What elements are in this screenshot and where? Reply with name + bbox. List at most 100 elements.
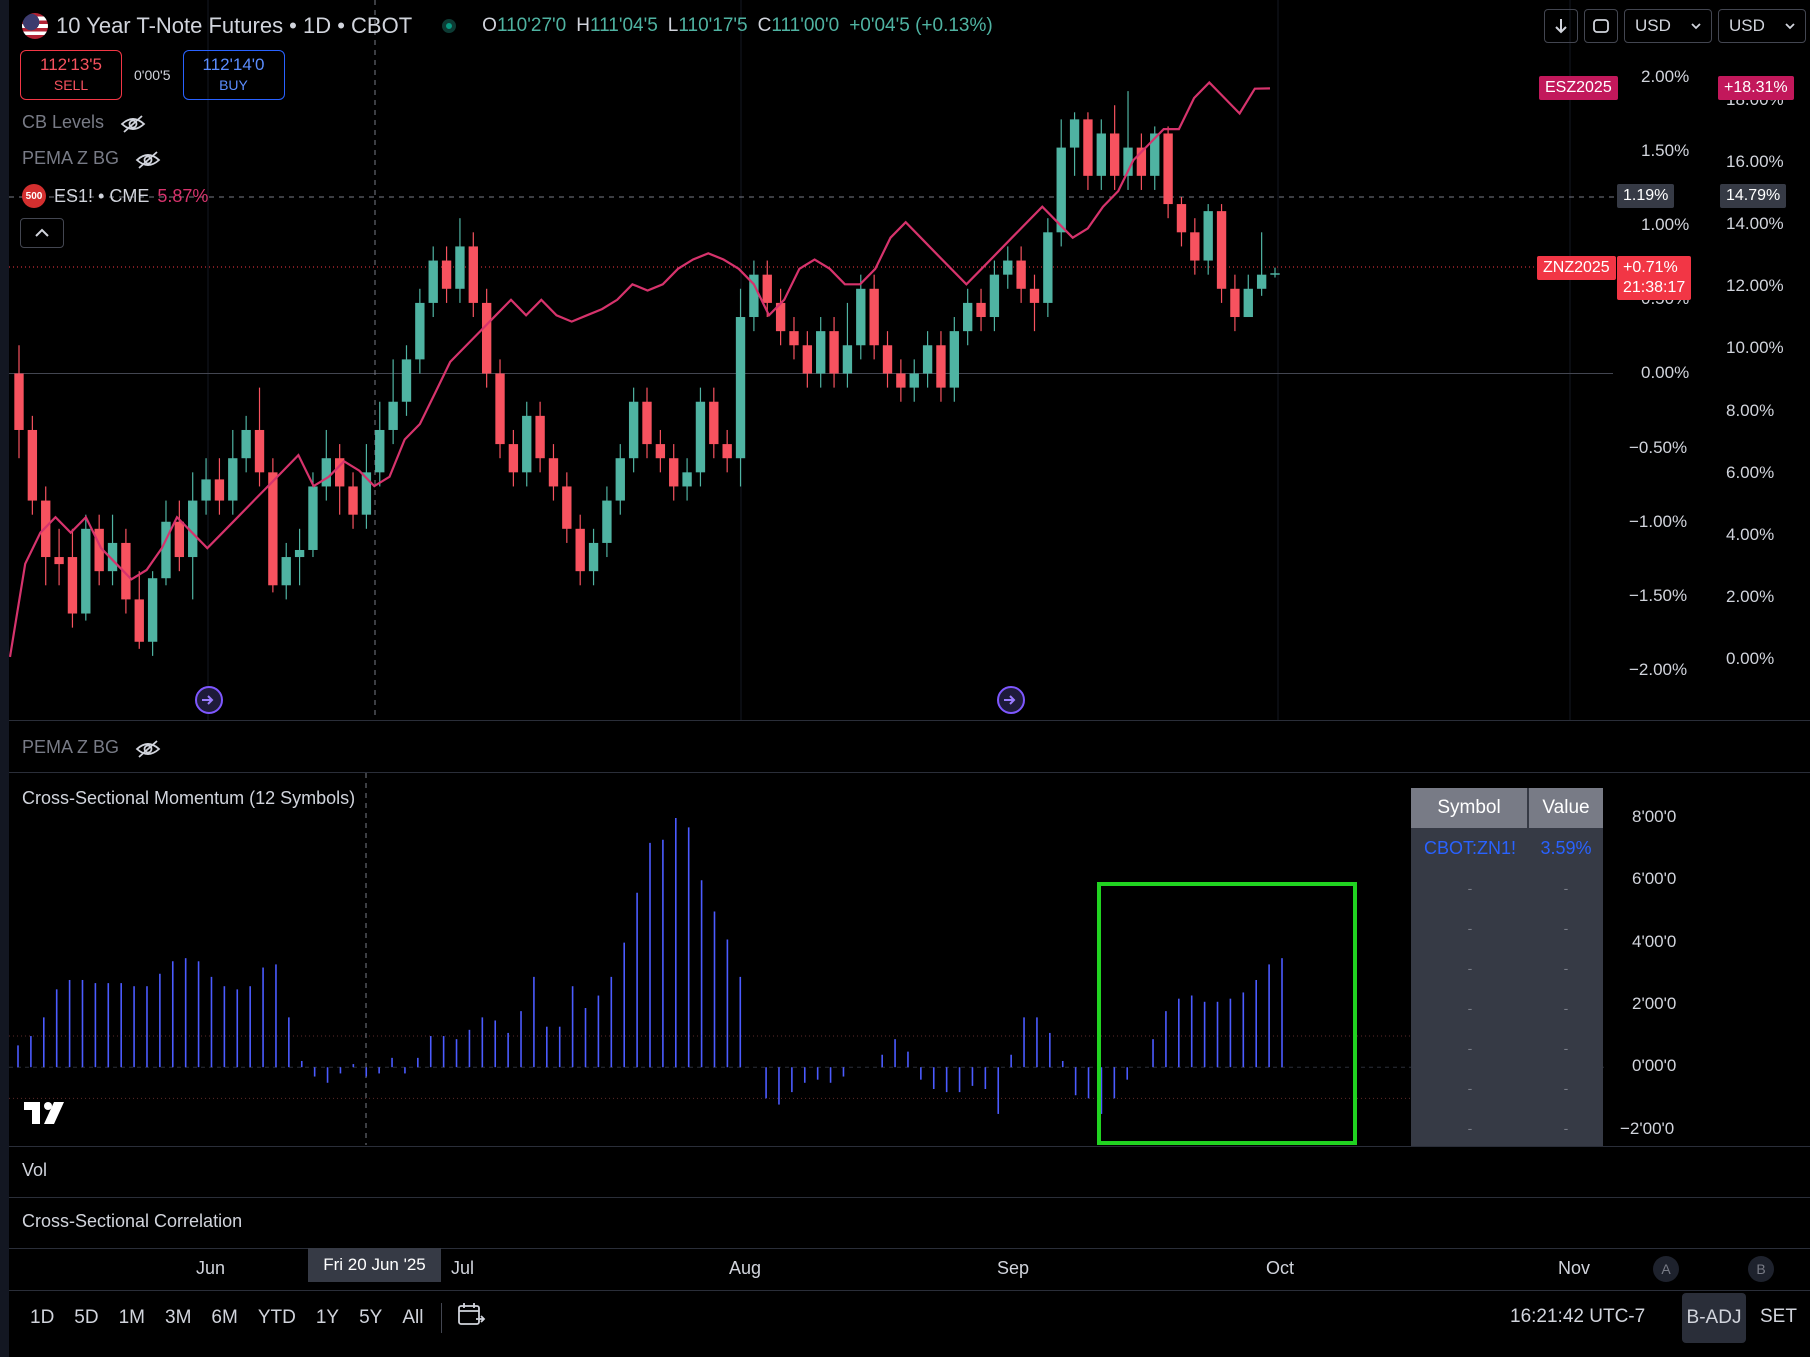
candle[interactable] <box>401 345 412 416</box>
legend-es1[interactable]: 500 ES1! • CME 5.87% <box>22 184 208 208</box>
candle[interactable] <box>14 345 24 459</box>
candle[interactable] <box>147 571 158 656</box>
candle[interactable] <box>1216 204 1227 303</box>
pema-pane-title[interactable]: PEMA Z BG <box>22 737 120 757</box>
candle[interactable] <box>775 288 786 346</box>
es1-symbol[interactable]: ES1! • CME <box>54 185 150 206</box>
candle[interactable] <box>1163 126 1173 219</box>
candle[interactable] <box>1190 218 1200 275</box>
pema-pane-legend[interactable]: PEMA Z BG <box>22 737 161 758</box>
candle[interactable] <box>161 500 171 586</box>
candle[interactable] <box>588 528 599 586</box>
candle[interactable] <box>802 331 813 388</box>
candle[interactable] <box>989 260 1000 332</box>
pane-separator[interactable] <box>9 1197 1810 1198</box>
candle[interactable] <box>869 274 879 360</box>
candle[interactable] <box>188 472 198 600</box>
download-button[interactable] <box>1544 9 1578 43</box>
candle[interactable] <box>121 528 131 614</box>
candle[interactable] <box>936 331 946 402</box>
range-button[interactable]: 1Y <box>315 1307 340 1328</box>
candle[interactable] <box>455 218 465 303</box>
range-button[interactable]: 3M <box>165 1307 192 1328</box>
candle[interactable] <box>963 288 973 346</box>
candle[interactable] <box>375 401 385 487</box>
event-marker-icon[interactable] <box>997 686 1025 714</box>
candle[interactable] <box>856 274 866 360</box>
candle[interactable] <box>842 302 853 388</box>
candle[interactable] <box>922 331 933 388</box>
candle[interactable] <box>415 288 425 374</box>
candle[interactable] <box>214 458 225 515</box>
candle[interactable] <box>522 401 532 487</box>
candle[interactable] <box>575 514 585 586</box>
candle[interactable] <box>27 415 38 515</box>
candle[interactable] <box>1016 246 1026 303</box>
candle[interactable] <box>548 444 559 501</box>
candle[interactable] <box>241 415 251 473</box>
candle[interactable] <box>1256 232 1267 296</box>
candle[interactable] <box>508 429 519 487</box>
pema-z-bg-label[interactable]: PEMA Z BG <box>22 148 120 168</box>
scale-b-button[interactable]: B <box>1748 1256 1774 1282</box>
candle[interactable] <box>722 429 732 473</box>
legend-pema-z-bg[interactable]: PEMA Z BG <box>22 148 161 169</box>
currency-select-2[interactable]: USD <box>1718 9 1806 43</box>
candle[interactable] <box>762 260 772 318</box>
momentum-pane[interactable] <box>9 773 1810 1145</box>
eye-hidden-icon[interactable] <box>135 150 161 169</box>
candle[interactable] <box>1203 204 1213 275</box>
candle[interactable] <box>1176 197 1187 247</box>
candle[interactable] <box>976 288 986 332</box>
candle[interactable] <box>829 317 839 388</box>
candle[interactable] <box>228 429 238 515</box>
candle[interactable] <box>1003 246 1013 289</box>
candle[interactable] <box>321 429 331 501</box>
candle[interactable] <box>1230 274 1240 332</box>
time-axis[interactable] <box>9 1248 1810 1290</box>
back-adjust-button[interactable]: B-ADJ <box>1682 1293 1746 1343</box>
candle[interactable] <box>1083 112 1093 190</box>
candle[interactable] <box>1096 119 1106 190</box>
range-button[interactable]: YTD <box>257 1307 296 1328</box>
collapse-legend-button[interactable] <box>20 218 64 248</box>
symbol-header[interactable]: 10 Year T-Note Futures • 1D • CBOT O110'… <box>22 10 993 42</box>
tradingview-logo-icon[interactable] <box>24 1100 72 1126</box>
candle[interactable] <box>107 514 118 586</box>
es1-comparison-line[interactable] <box>9 80 1271 658</box>
scale-a-button[interactable]: A <box>1653 1256 1679 1282</box>
fullscreen-button[interactable] <box>1584 9 1618 43</box>
sell-button[interactable]: 112'13'5 SELL <box>20 50 122 100</box>
event-marker-icon[interactable] <box>195 686 223 714</box>
candle[interactable] <box>335 444 345 515</box>
candle[interactable] <box>642 387 652 459</box>
candle[interactable] <box>615 444 625 515</box>
candle[interactable] <box>441 246 452 303</box>
candle[interactable] <box>67 528 78 628</box>
date-range-button[interactable] <box>450 1301 492 1335</box>
vol-pane-title[interactable]: Vol <box>22 1160 48 1180</box>
range-button[interactable]: 1M <box>118 1307 145 1328</box>
range-button[interactable]: 5D <box>74 1307 99 1328</box>
clock-timezone[interactable]: 16:21:42 UTC-7 <box>1510 1306 1646 1327</box>
candle[interactable] <box>1069 112 1080 176</box>
range-button[interactable]: 6M <box>211 1307 238 1328</box>
eye-hidden-icon[interactable] <box>135 739 161 758</box>
pane-separator[interactable] <box>9 720 1810 721</box>
candle[interactable] <box>816 317 826 388</box>
range-button[interactable]: 5Y <box>359 1307 383 1328</box>
candle[interactable] <box>709 387 719 459</box>
candle[interactable] <box>1109 105 1120 190</box>
settlement-button[interactable]: SET <box>1760 1306 1797 1327</box>
candle[interactable] <box>669 444 679 501</box>
candle[interactable] <box>1270 267 1280 278</box>
candle[interactable] <box>495 359 505 459</box>
candle[interactable] <box>428 246 438 318</box>
pane-separator[interactable] <box>9 772 1810 773</box>
candle[interactable] <box>602 486 612 558</box>
candle[interactable] <box>94 514 104 586</box>
main-price-pane[interactable] <box>9 0 1810 720</box>
pane-separator[interactable] <box>9 1146 1810 1147</box>
candle[interactable] <box>1136 133 1147 190</box>
candle[interactable] <box>1029 274 1040 332</box>
